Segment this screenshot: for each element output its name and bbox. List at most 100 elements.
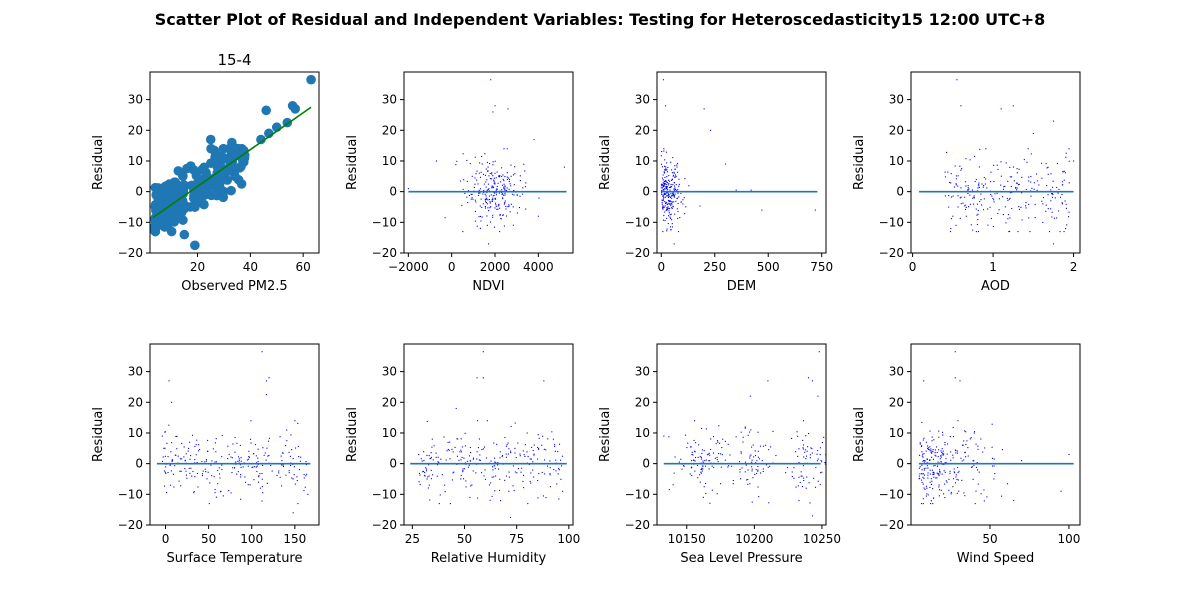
axes-frame: [910, 343, 1081, 526]
data-point: [232, 443, 234, 445]
data-point: [501, 175, 503, 178]
data-point: [171, 442, 173, 444]
x-axis-label: DEM: [727, 279, 756, 294]
data-point: [975, 490, 977, 492]
data-point: [485, 168, 487, 170]
data-point: [983, 185, 985, 187]
data-point: [744, 471, 746, 473]
data-point: [707, 453, 709, 455]
data-point: [983, 500, 985, 502]
data-point: [1013, 180, 1015, 182]
data-point: [537, 458, 539, 460]
data-point: [490, 206, 492, 208]
data-point: [1051, 193, 1053, 195]
data-point: [218, 143, 229, 154]
x-tick-label: 75: [509, 532, 524, 546]
data-point: [495, 194, 497, 196]
data-point: [955, 476, 957, 478]
data-point: [671, 201, 673, 203]
data-point: [215, 461, 217, 463]
data-point: [923, 459, 925, 462]
data-point: [544, 473, 546, 475]
data-point: [430, 452, 432, 454]
data-point: [799, 481, 801, 483]
data-point: [499, 451, 501, 453]
data-point: [692, 454, 694, 456]
data-point: [495, 204, 497, 206]
data-point: [500, 217, 502, 219]
data-point: [205, 460, 207, 462]
data-point: [679, 216, 681, 219]
data-point: [661, 185, 663, 187]
data-point: [482, 377, 484, 379]
data-point: [503, 188, 505, 190]
data-point: [479, 227, 481, 229]
data-point: [957, 195, 959, 197]
x-axis-label: NDVI: [472, 279, 504, 294]
data-point: [519, 453, 521, 455]
x-tick-label: 1: [989, 260, 997, 274]
data-point: [201, 475, 204, 477]
data-point: [169, 484, 172, 486]
data-point: [925, 441, 927, 443]
data-point: [1042, 203, 1044, 205]
data-point: [418, 453, 420, 456]
data-point: [459, 451, 461, 453]
data-point: [549, 474, 551, 476]
data-point: [234, 451, 236, 453]
data-point: [164, 431, 166, 433]
data-point: [500, 181, 502, 183]
data-point: [526, 432, 528, 434]
data-point: [754, 450, 756, 452]
data-point: [533, 444, 535, 446]
data-point: [696, 465, 699, 467]
data-point: [762, 470, 764, 473]
data-point: [662, 205, 664, 207]
data-point: [436, 475, 438, 477]
data-point: [215, 451, 217, 453]
data-point: [942, 450, 944, 452]
data-point: [1012, 166, 1014, 168]
data-point: [501, 167, 503, 169]
data-point: [663, 182, 665, 185]
data-point: [713, 466, 715, 469]
y-tick-label: 30: [128, 365, 143, 379]
data-point: [488, 188, 490, 190]
data-point: [674, 213, 676, 215]
data-point: [542, 495, 545, 497]
data-point: [529, 458, 531, 460]
data-point: [516, 194, 518, 196]
data-point: [492, 197, 494, 199]
data-point: [694, 470, 696, 472]
data-point: [502, 198, 504, 200]
data-point: [460, 459, 462, 461]
data-point: [484, 446, 486, 448]
data-point: [676, 208, 678, 210]
data-point: [166, 491, 168, 493]
data-point: [668, 207, 670, 209]
data-point: [475, 472, 477, 474]
data-point: [680, 458, 682, 460]
y-axis-label: Residual: [91, 407, 106, 462]
data-point: [290, 104, 301, 114]
data-point: [701, 470, 703, 472]
data-point: [955, 178, 957, 180]
data-point: [663, 171, 665, 173]
data-point: [927, 447, 929, 449]
data-point: [705, 482, 707, 485]
data-point: [485, 202, 487, 204]
data-point: [702, 465, 704, 467]
data-point: [742, 436, 744, 438]
data-point: [165, 466, 167, 468]
data-point: [494, 182, 496, 184]
data-point: [268, 437, 270, 439]
data-point: [249, 484, 251, 486]
data-point: [977, 209, 979, 212]
data-point: [922, 439, 924, 441]
data-point: [945, 151, 948, 153]
data-point: [427, 487, 429, 489]
data-point: [492, 195, 494, 197]
data-point: [950, 493, 952, 495]
data-point: [505, 208, 507, 210]
data-point: [671, 169, 673, 171]
